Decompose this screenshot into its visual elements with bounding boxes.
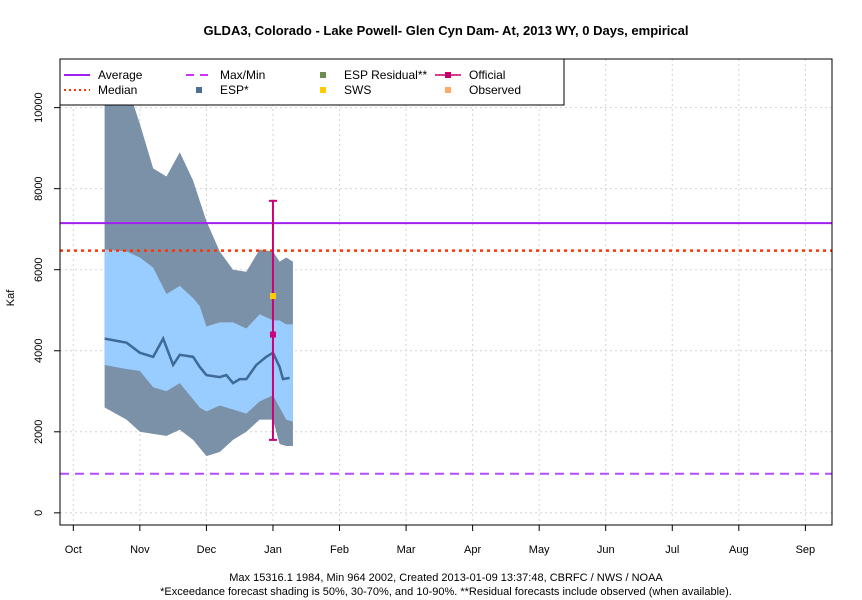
x-tick-label-1: Nov bbox=[130, 544, 150, 556]
y-axis: 0 2000 4000 6000 8000 10000 bbox=[33, 92, 60, 516]
legend-label: Median bbox=[98, 83, 137, 97]
x-tick-label-0: Oct bbox=[65, 544, 82, 556]
esp-median-line bbox=[104, 335, 290, 385]
x-axis: Oct Nov Dec Jan Feb Mar Apr May Jun Jul Aug Sep bbox=[65, 525, 815, 556]
legend-item-official: Official bbox=[435, 68, 505, 82]
legend-label: Max/Min bbox=[220, 68, 265, 82]
legend-label: Official bbox=[469, 68, 505, 82]
y-axis-label: Kaf bbox=[5, 289, 17, 306]
legend-swatch bbox=[196, 87, 202, 93]
y-tick-label-1: 2000 bbox=[33, 420, 45, 444]
y-tick-label-2: 4000 bbox=[33, 339, 45, 363]
x-tick-label-11: Sep bbox=[796, 544, 816, 556]
legend-swatch bbox=[445, 87, 451, 93]
legend-label: Average bbox=[98, 68, 143, 82]
x-tick-label-5: Mar bbox=[397, 544, 416, 556]
legend-label: ESP* bbox=[220, 83, 249, 97]
legend-swatch bbox=[320, 72, 326, 78]
legend-item-average: Average bbox=[64, 68, 143, 82]
x-tick-label-2: Dec bbox=[197, 544, 217, 556]
x-tick-label-7: May bbox=[529, 544, 550, 556]
official-forecast bbox=[268, 199, 277, 441]
legend-label: SWS bbox=[344, 83, 371, 97]
footnote-stats: Max 15316.1 1984, Min 964 2002, Created … bbox=[229, 572, 663, 584]
legend-item-esp-residual: ESP Residual** bbox=[320, 68, 427, 82]
legend-item-esp: ESP* bbox=[196, 83, 249, 97]
legend-box bbox=[59, 58, 565, 106]
legend-label: ESP Residual** bbox=[344, 68, 427, 82]
x-tick-label-6: Apr bbox=[464, 544, 481, 556]
x-tick-label-3: Jan bbox=[264, 544, 282, 556]
y-tick-label-0: 0 bbox=[33, 510, 45, 516]
y-tick-label-4: 8000 bbox=[33, 176, 45, 200]
x-tick-label-10: Aug bbox=[729, 544, 749, 556]
esp-bands bbox=[104, 83, 293, 457]
legend-item-observed: Observed bbox=[445, 83, 521, 97]
footnote-exceedance: *Exceedance forecast shading is 50%, 30-… bbox=[160, 586, 732, 598]
legend-item-sws: SWS bbox=[320, 83, 371, 97]
chart-title: GLDA3, Colorado - Lake Powell- Glen Cyn … bbox=[204, 23, 689, 38]
x-tick-label-8: Jun bbox=[597, 544, 615, 556]
x-tick-label-4: Feb bbox=[330, 544, 349, 556]
gridlines bbox=[60, 59, 832, 525]
y-tick-label-3: 6000 bbox=[33, 257, 45, 281]
legend-label: Observed bbox=[469, 83, 521, 97]
y-tick-label-5: 10000 bbox=[33, 92, 45, 123]
reference-lines bbox=[60, 222, 832, 475]
legend-item-median: Median bbox=[64, 83, 137, 97]
esp-median-trace bbox=[104, 335, 290, 385]
legend-swatch bbox=[445, 72, 451, 78]
sws-point bbox=[269, 293, 276, 300]
legend-swatch bbox=[320, 87, 326, 93]
x-tick-label-9: Jul bbox=[665, 544, 679, 556]
official-point bbox=[269, 331, 276, 338]
legend-item-max-min: Max/Min bbox=[186, 68, 265, 82]
